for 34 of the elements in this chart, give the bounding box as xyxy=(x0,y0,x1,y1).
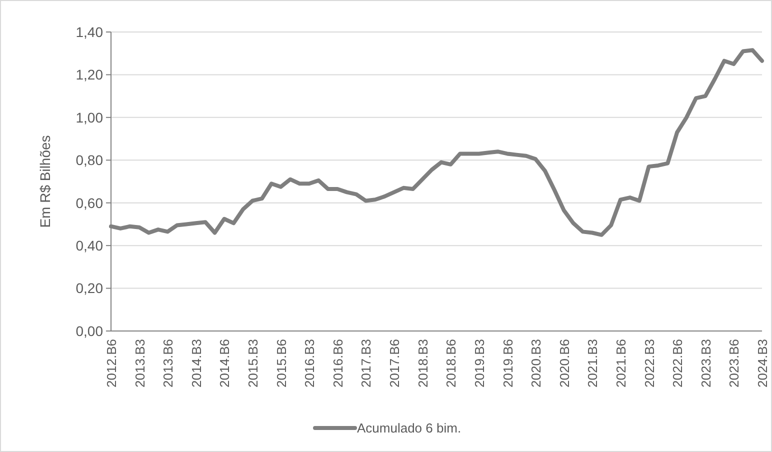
x-tick-label: 2022.B6 xyxy=(670,339,686,388)
y-tick-label: 0,80 xyxy=(76,152,104,168)
x-tick-label: 2021.B6 xyxy=(613,339,628,388)
y-tick-label: 0,20 xyxy=(76,280,104,296)
x-tick-label: 2019.B6 xyxy=(500,339,516,388)
x-tick-label: 2024.B3 xyxy=(755,339,770,388)
x-tick-label: 2018.B3 xyxy=(415,339,430,388)
y-tick-label: 0,00 xyxy=(76,322,104,339)
x-tick-label: 2014.B3 xyxy=(188,339,204,388)
x-tick-label: 2023.B3 xyxy=(698,339,714,388)
x-tick-label: 2016.B6 xyxy=(330,339,346,388)
x-tick-label: 2020.B3 xyxy=(528,339,544,388)
x-tick-label: 2016.B3 xyxy=(302,339,318,388)
x-tick-label: 2017.B3 xyxy=(358,339,374,388)
x-tick-label: 2014.B6 xyxy=(217,339,232,388)
x-tick-label: 2013.B3 xyxy=(132,339,148,388)
x-tick-label: 2015.B6 xyxy=(274,339,289,388)
x-tick-label: 2018.B6 xyxy=(444,339,459,388)
x-tick-label: 2022.B3 xyxy=(642,339,657,388)
y-tick-label: 0,40 xyxy=(76,237,104,254)
x-tick-label: 2013.B6 xyxy=(160,339,176,388)
y-tick-label: 0,60 xyxy=(76,194,104,211)
x-tick-label: 2012.B6 xyxy=(104,339,119,388)
x-tick-label: 2017.B6 xyxy=(387,339,402,388)
x-tick-label: 2020.B6 xyxy=(556,339,572,388)
y-tick-label: 1,20 xyxy=(76,66,104,83)
y-tick-label: 1,00 xyxy=(76,109,104,126)
x-tick-label: 2015.B3 xyxy=(246,339,261,388)
y-tick-label: 1,40 xyxy=(76,24,104,40)
x-tick-label: 2021.B3 xyxy=(585,339,600,388)
y-axis-title: Em R$ Bilhões xyxy=(37,135,53,228)
x-tick-label: 2023.B6 xyxy=(726,339,742,388)
legend-label: Acumulado 6 bim. xyxy=(357,420,462,436)
x-tick-label: 2019.B3 xyxy=(472,339,487,388)
